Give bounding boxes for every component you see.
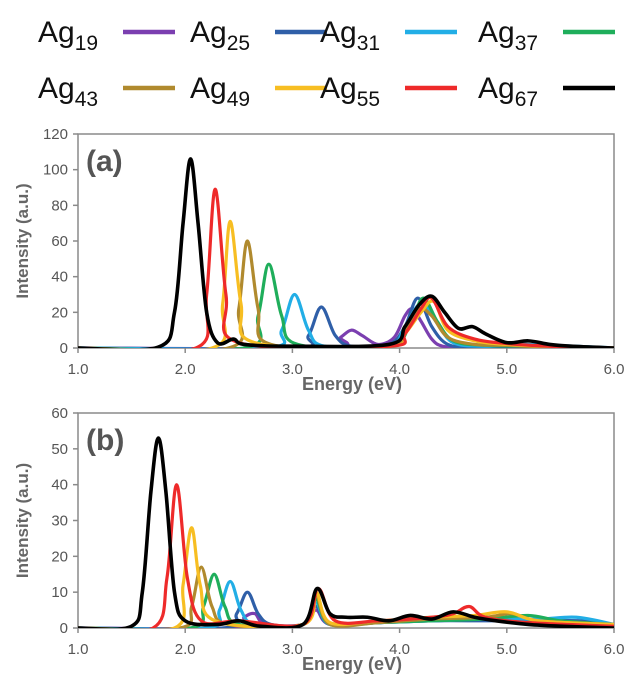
y-tick-label: 50 (51, 441, 68, 458)
x-tick-label: 2.0 (175, 361, 196, 378)
panel-a: 1.0 2.0 3.0 4.0 5.0 6.0 0 20 40 60 80 100 120 Energy … (13, 126, 624, 394)
legend-label: Ag67 (478, 72, 538, 111)
x-tick-label: 3.0 (282, 361, 303, 378)
legend-entry-ag25: Ag25 (190, 16, 327, 55)
legend-label: Ag43 (38, 72, 98, 111)
legend-label-sub: 49 (227, 88, 250, 111)
legend-label-base: Ag (38, 16, 75, 49)
y-tick-label: 40 (51, 269, 68, 286)
y-tick-label: 60 (51, 405, 68, 422)
legend-label-base: Ag (478, 72, 515, 105)
y-tick-label: 80 (51, 197, 68, 214)
legend-label: Ag37 (478, 16, 538, 55)
x-tick-label: 5.0 (496, 641, 517, 658)
x-tick-label: 2.0 (175, 641, 196, 658)
y-tick-label: 20 (51, 548, 68, 565)
x-tick-label: 4.0 (389, 641, 410, 658)
y-axis-label: Intensity (a.u.) (13, 463, 32, 578)
series-line-ag67 (78, 436, 614, 628)
legend-label-sub: 43 (75, 88, 98, 111)
series-line-ag37 (78, 262, 614, 348)
legend-label: Ag55 (320, 72, 380, 111)
series-line-ag55 (78, 187, 614, 348)
panel-label: (a) (86, 145, 123, 178)
legend-label-sub: 55 (357, 88, 380, 111)
legend-entry-ag55: Ag55 (320, 72, 457, 111)
x-tick-label: 6.0 (604, 641, 625, 658)
x-tick-label: 6.0 (604, 361, 625, 378)
legend-label-base: Ag (320, 16, 357, 49)
y-tick-label: 120 (43, 126, 68, 143)
legend-entry-ag19: Ag19 (38, 16, 175, 55)
legend-label-sub: 37 (515, 32, 538, 55)
plot-frame (77, 133, 615, 349)
plot-frame (77, 412, 615, 629)
panel-label: (b) (86, 424, 124, 457)
y-tick-label: 100 (43, 162, 68, 179)
series-group (78, 157, 614, 348)
x-axis-label: Energy (eV) (302, 654, 402, 674)
y-tick-label: 30 (51, 513, 68, 530)
legend-label-base: Ag (190, 72, 227, 105)
legend-entry-ag31: Ag31 (320, 16, 457, 55)
series-group (78, 436, 614, 628)
x-tick-label: 4.0 (389, 361, 410, 378)
legend-label: Ag19 (38, 16, 98, 55)
y-tick-label: 0 (60, 340, 68, 357)
legend-label-sub: 19 (75, 32, 98, 55)
legend-entry-ag67: Ag67 (478, 72, 615, 111)
x-axis-label: Energy (eV) (302, 374, 402, 394)
legend-label-sub: 67 (515, 88, 538, 111)
legend-entry-ag37: Ag37 (478, 16, 615, 55)
y-tick-label: 60 (51, 233, 68, 250)
x-tick-label: 1.0 (68, 641, 89, 658)
legend-label-base: Ag (478, 16, 515, 49)
legend-entry-ag43: Ag43 (38, 72, 175, 111)
legend-label-base: Ag (320, 72, 357, 105)
legend-label: Ag31 (320, 16, 380, 55)
y-tick-label: 10 (51, 584, 68, 601)
legend-label: Ag49 (190, 72, 250, 111)
legend-label-base: Ag (38, 72, 75, 105)
series-line-ag55 (78, 483, 614, 628)
x-tick-label: 3.0 (282, 641, 303, 658)
y-tick-label: 20 (51, 304, 68, 321)
legend-entry-ag49: Ag49 (190, 72, 327, 111)
series-line-ag67 (78, 157, 614, 348)
legend-label-sub: 25 (227, 32, 250, 55)
legend-label-base: Ag (190, 16, 227, 49)
y-tick-label: 0 (60, 620, 68, 637)
legend-label: Ag25 (190, 16, 250, 55)
panel-b: 1.0 2.0 3.0 4.0 5.0 6.0 0 10 20 30 40 50 60 Energy (e… (13, 405, 624, 674)
y-tick-label: 40 (51, 477, 68, 494)
y-axis-label: Intensity (a.u.) (13, 183, 32, 298)
legend-label-sub: 31 (357, 32, 380, 55)
x-tick-label: 5.0 (496, 361, 517, 378)
x-tick-label: 1.0 (68, 361, 89, 378)
